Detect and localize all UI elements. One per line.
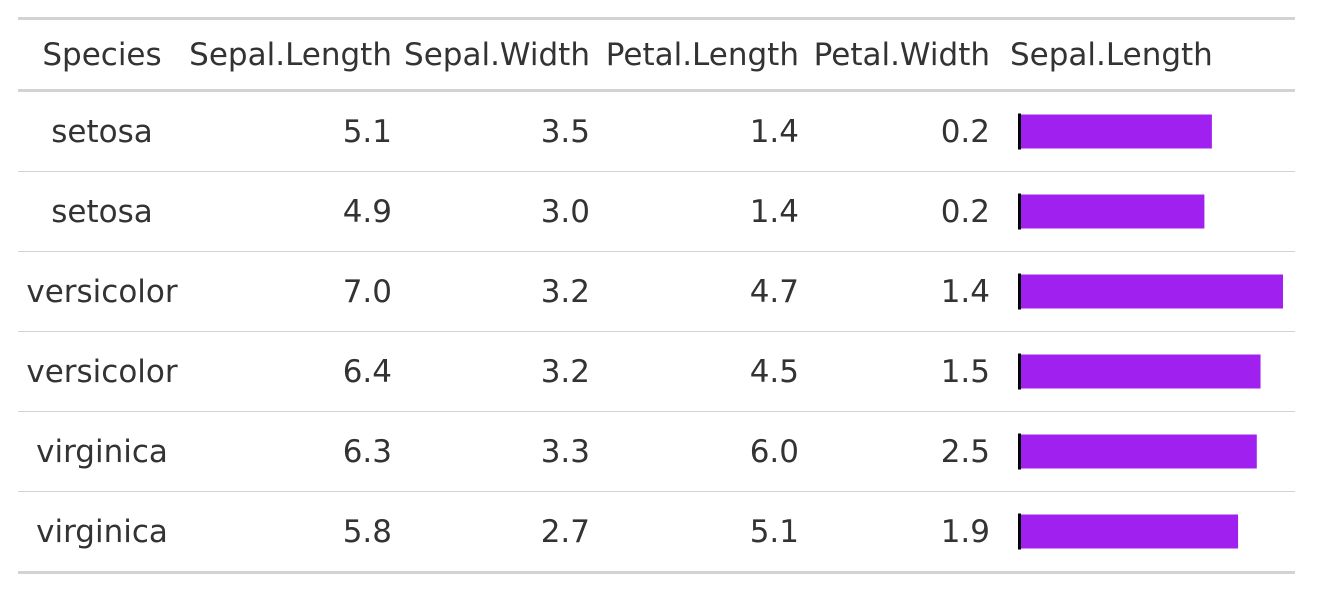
cell-petal-width: 1.9 xyxy=(940,513,990,550)
cell-petal-length: 4.5 xyxy=(749,353,799,390)
table-top-rule xyxy=(18,17,1295,20)
cell-sepal-width: 3.2 xyxy=(540,273,590,310)
header-petal-width: Petal.Width xyxy=(813,36,990,73)
bar-0 xyxy=(1021,114,1212,149)
bar-4 xyxy=(1021,434,1257,469)
table-row: setosa 4.9 3.0 1.4 0.2 xyxy=(18,171,1295,251)
table-row: setosa 5.1 3.5 1.4 0.2 xyxy=(18,92,1295,171)
header-petal-length: Petal.Length xyxy=(605,36,799,73)
bar-5 xyxy=(1021,514,1239,549)
cell-sepal-length: 6.3 xyxy=(342,433,392,470)
cell-sepal-width: 2.7 xyxy=(540,513,590,550)
table-body: setosa 5.1 3.5 1.4 0.2 setosa 4.9 3.0 1.… xyxy=(18,92,1295,571)
bar-2 xyxy=(1021,274,1283,309)
header-sepal-length-bar: Sepal.Length xyxy=(1010,36,1213,73)
bar-3 xyxy=(1021,354,1261,389)
cell-petal-length: 5.1 xyxy=(749,513,799,550)
table-row: versicolor 6.4 3.2 4.5 1.5 xyxy=(18,331,1295,411)
data-table: Species Sepal.Length Sepal.Width Petal.L… xyxy=(18,17,1295,574)
cell-sepal-length: 5.8 xyxy=(342,513,392,550)
bar-cell xyxy=(1018,513,1239,550)
header-rule xyxy=(18,89,1295,92)
cell-petal-width: 0.2 xyxy=(940,113,990,150)
bar-cell xyxy=(1018,273,1283,310)
cell-sepal-length: 4.9 xyxy=(342,193,392,230)
cell-sepal-width: 3.5 xyxy=(540,113,590,150)
cell-petal-width: 1.5 xyxy=(940,353,990,390)
cell-species: virginica xyxy=(36,513,168,550)
cell-sepal-length: 5.1 xyxy=(342,113,392,150)
cell-petal-length: 1.4 xyxy=(749,193,799,230)
cell-petal-width: 1.4 xyxy=(940,273,990,310)
header-sepal-length: Sepal.Length xyxy=(189,36,392,73)
header-sepal-width: Sepal.Width xyxy=(404,36,590,73)
cell-species: virginica xyxy=(36,433,168,470)
cell-petal-width: 0.2 xyxy=(940,193,990,230)
table-bottom-rule xyxy=(18,571,1295,574)
bar-1 xyxy=(1021,194,1205,229)
table-row: virginica 6.3 3.3 6.0 2.5 xyxy=(18,411,1295,491)
cell-species: setosa xyxy=(51,113,153,150)
cell-species: versicolor xyxy=(26,353,178,390)
cell-sepal-width: 3.0 xyxy=(540,193,590,230)
cell-petal-length: 6.0 xyxy=(749,433,799,470)
cell-petal-length: 4.7 xyxy=(749,273,799,310)
cell-sepal-length: 6.4 xyxy=(342,353,392,390)
bar-cell xyxy=(1018,353,1261,390)
bar-cell xyxy=(1018,433,1257,470)
cell-sepal-width: 3.2 xyxy=(540,353,590,390)
cell-sepal-length: 7.0 xyxy=(342,273,392,310)
table-row: virginica 5.8 2.7 5.1 1.9 xyxy=(18,491,1295,571)
header-row: Species Sepal.Length Sepal.Width Petal.L… xyxy=(18,20,1295,89)
cell-species: setosa xyxy=(51,193,153,230)
header-species: Species xyxy=(42,36,162,73)
bar-cell xyxy=(1018,113,1212,150)
cell-sepal-width: 3.3 xyxy=(540,433,590,470)
table-row: versicolor 7.0 3.2 4.7 1.4 xyxy=(18,251,1295,331)
bar-cell xyxy=(1018,193,1205,230)
cell-petal-length: 1.4 xyxy=(749,113,799,150)
cell-species: versicolor xyxy=(26,273,178,310)
cell-petal-width: 2.5 xyxy=(940,433,990,470)
